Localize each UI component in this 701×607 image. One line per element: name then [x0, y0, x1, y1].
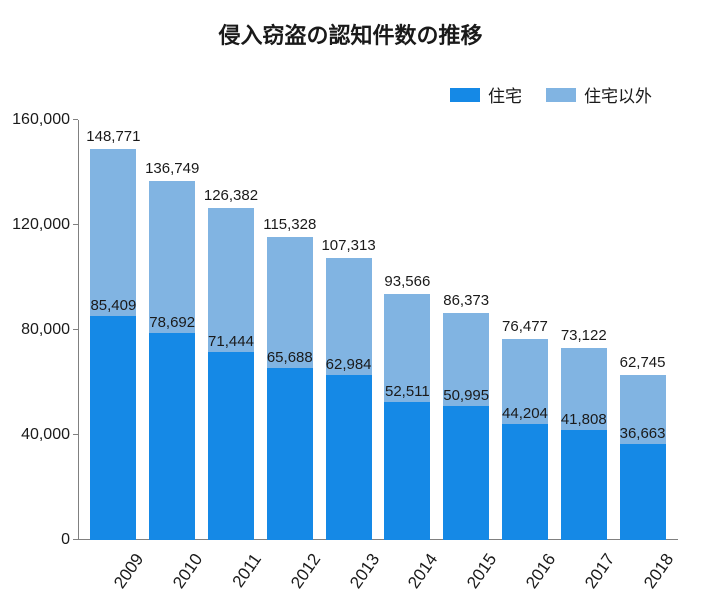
bar-slot: 136,74978,692 [143, 181, 202, 540]
bar-total-label: 62,745 [620, 354, 666, 371]
bar-slot: 126,38271,444 [202, 208, 261, 540]
y-tick-mark [73, 224, 78, 225]
bar-lower-label: 52,511 [385, 383, 430, 400]
bar: 86,37350,995 [443, 313, 489, 540]
bar-segment-lower [267, 368, 313, 540]
x-tick-label: 2018 [613, 540, 672, 570]
y-tick-mark [73, 119, 78, 120]
x-tick-label: 2009 [84, 540, 143, 570]
plot-area: 148,77185,409136,74978,692126,38271,4441… [78, 120, 678, 540]
bar-total-label: 76,477 [502, 318, 548, 335]
x-tick-label: 2015 [437, 540, 496, 570]
x-tick-label: 2012 [260, 540, 319, 570]
legend-label: 住宅 [488, 82, 522, 107]
bar-total-label: 73,122 [561, 327, 607, 344]
bar-total-label: 148,771 [86, 128, 140, 145]
bar-segment-lower [149, 333, 195, 540]
bar-slot: 93,56652,511 [378, 294, 437, 540]
legend-item: 住宅以外 [546, 82, 652, 107]
bar-total-label: 115,328 [263, 216, 316, 233]
y-tick-label: 80,000 [21, 321, 70, 339]
x-ticks: 2009201020112012201320142015201620172018 [78, 540, 678, 570]
x-tick-label: 2017 [554, 540, 613, 570]
x-tick-label: 2014 [378, 540, 437, 570]
bar-total-label: 136,749 [145, 160, 199, 177]
y-tick-mark [73, 329, 78, 330]
x-tick-label: 2016 [496, 540, 555, 570]
y-tick-mark [73, 434, 78, 435]
bar: 126,38271,444 [208, 208, 254, 540]
legend-label: 住宅以外 [584, 82, 652, 107]
bars-group: 148,77185,409136,74978,692126,38271,4441… [78, 120, 678, 540]
bar-lower-label: 78,692 [149, 314, 195, 331]
bar-segment-lower [90, 316, 136, 540]
bar: 76,47744,204 [502, 339, 548, 540]
bar-lower-label: 36,663 [620, 425, 666, 442]
bar-segment-upper [149, 181, 195, 333]
legend-item: 住宅 [450, 82, 522, 107]
bar-segment-lower [502, 424, 548, 540]
bar-slot: 86,37350,995 [437, 313, 496, 540]
bar-segment-lower [443, 406, 489, 540]
bar-lower-label: 85,409 [90, 297, 136, 314]
bar-lower-label: 41,808 [561, 411, 607, 428]
bar-slot: 76,47744,204 [496, 339, 555, 540]
bar-lower-label: 65,688 [267, 349, 313, 366]
chart-container: 侵入窃盗の認知件数の推移 住宅住宅以外 148,77185,409136,749… [0, 0, 701, 607]
bar-lower-label: 44,204 [502, 405, 548, 422]
bar: 136,74978,692 [149, 181, 195, 540]
bar-slot: 73,12241,808 [554, 348, 613, 540]
legend-swatch [450, 88, 480, 102]
bar-total-label: 126,382 [204, 187, 258, 204]
bar-segment-lower [561, 430, 607, 540]
bar: 107,31362,984 [326, 258, 372, 540]
chart-title: 侵入窃盗の認知件数の推移 [0, 0, 701, 50]
bar-segment-lower [326, 375, 372, 540]
x-tick-label: 2013 [319, 540, 378, 570]
bar-segment-upper [90, 149, 136, 315]
bar-slot: 148,77185,409 [84, 149, 143, 540]
bar-lower-label: 50,995 [443, 387, 489, 404]
x-tick-label: 2011 [202, 540, 261, 570]
bar-total-label: 93,566 [384, 273, 430, 290]
legend: 住宅 住宅以外 [450, 82, 652, 107]
bar-slot: 62,74536,663 [613, 375, 672, 540]
bar-segment-lower [620, 444, 666, 540]
y-tick-label: 160,000 [12, 111, 70, 129]
x-tick-label: 2010 [143, 540, 202, 570]
bar-slot: 107,31362,984 [319, 258, 378, 540]
bar: 62,74536,663 [620, 375, 666, 540]
bar: 93,56652,511 [384, 294, 430, 540]
bar: 73,12241,808 [561, 348, 607, 540]
y-tick-label: 40,000 [21, 426, 70, 444]
bar-segment-lower [384, 402, 430, 540]
x-tick-text: 2013 [346, 550, 384, 592]
bar-lower-label: 62,984 [326, 356, 372, 373]
bar: 148,77185,409 [90, 149, 136, 540]
bar-segment-lower [208, 352, 254, 540]
legend-swatch [546, 88, 576, 102]
y-tick-label: 120,000 [12, 216, 70, 234]
x-tick-text: 2018 [640, 550, 678, 592]
bar-total-label: 86,373 [443, 292, 489, 309]
bar-slot: 115,32865,688 [260, 237, 319, 540]
bar-lower-label: 71,444 [208, 333, 254, 350]
bar-segment-upper [208, 208, 254, 352]
bar: 115,32865,688 [267, 237, 313, 540]
bar-total-label: 107,313 [321, 237, 375, 254]
y-tick-label: 0 [61, 531, 70, 549]
